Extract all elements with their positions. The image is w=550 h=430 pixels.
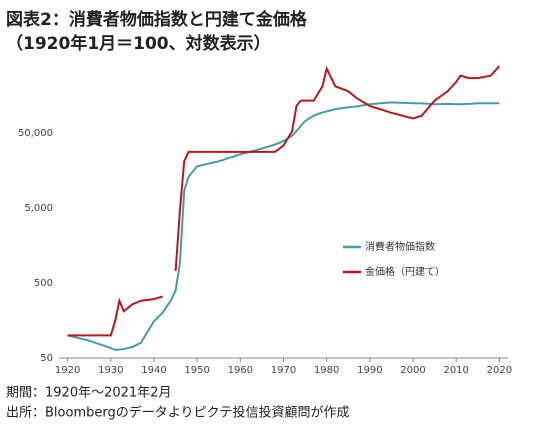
x-tick-label: 1920 bbox=[55, 365, 80, 376]
x-tick-label: 1930 bbox=[98, 365, 123, 376]
line-series bbox=[67, 101, 500, 352]
x-tick-label: 1980 bbox=[314, 365, 339, 376]
x-tick-label: 1950 bbox=[184, 365, 209, 376]
legend-label: 金価格（円建て） bbox=[365, 265, 445, 278]
y-tick-label: 50,000 bbox=[18, 128, 53, 139]
y-tick-label: 500 bbox=[34, 278, 53, 289]
line-series bbox=[174, 65, 501, 272]
x-tick-label: 1970 bbox=[271, 365, 296, 376]
x-tick-label: 2020 bbox=[487, 365, 512, 376]
x-tick-label: 1960 bbox=[228, 365, 253, 376]
line-series bbox=[67, 295, 163, 337]
x-tick-label: 1990 bbox=[357, 365, 382, 376]
y-tick-label: 50 bbox=[40, 353, 53, 364]
x-tick-label: 2000 bbox=[400, 365, 425, 376]
x-tick-label: 2010 bbox=[443, 365, 468, 376]
y-tick-label: 5,000 bbox=[24, 203, 53, 214]
legend-label: 消費者物価指数 bbox=[365, 240, 435, 253]
chart-subtitle: （1920年1月＝100、対数表示） bbox=[6, 33, 271, 54]
note: 期間：1920年～2021年2月 bbox=[6, 386, 171, 401]
chart-title: 図表2：消費者物価指数と円建て金価格 bbox=[6, 9, 308, 30]
note: 出所：Bloombergのデータよりピクテ投信投資顧問が作成 bbox=[6, 405, 349, 421]
x-tick-label: 1940 bbox=[141, 365, 166, 376]
